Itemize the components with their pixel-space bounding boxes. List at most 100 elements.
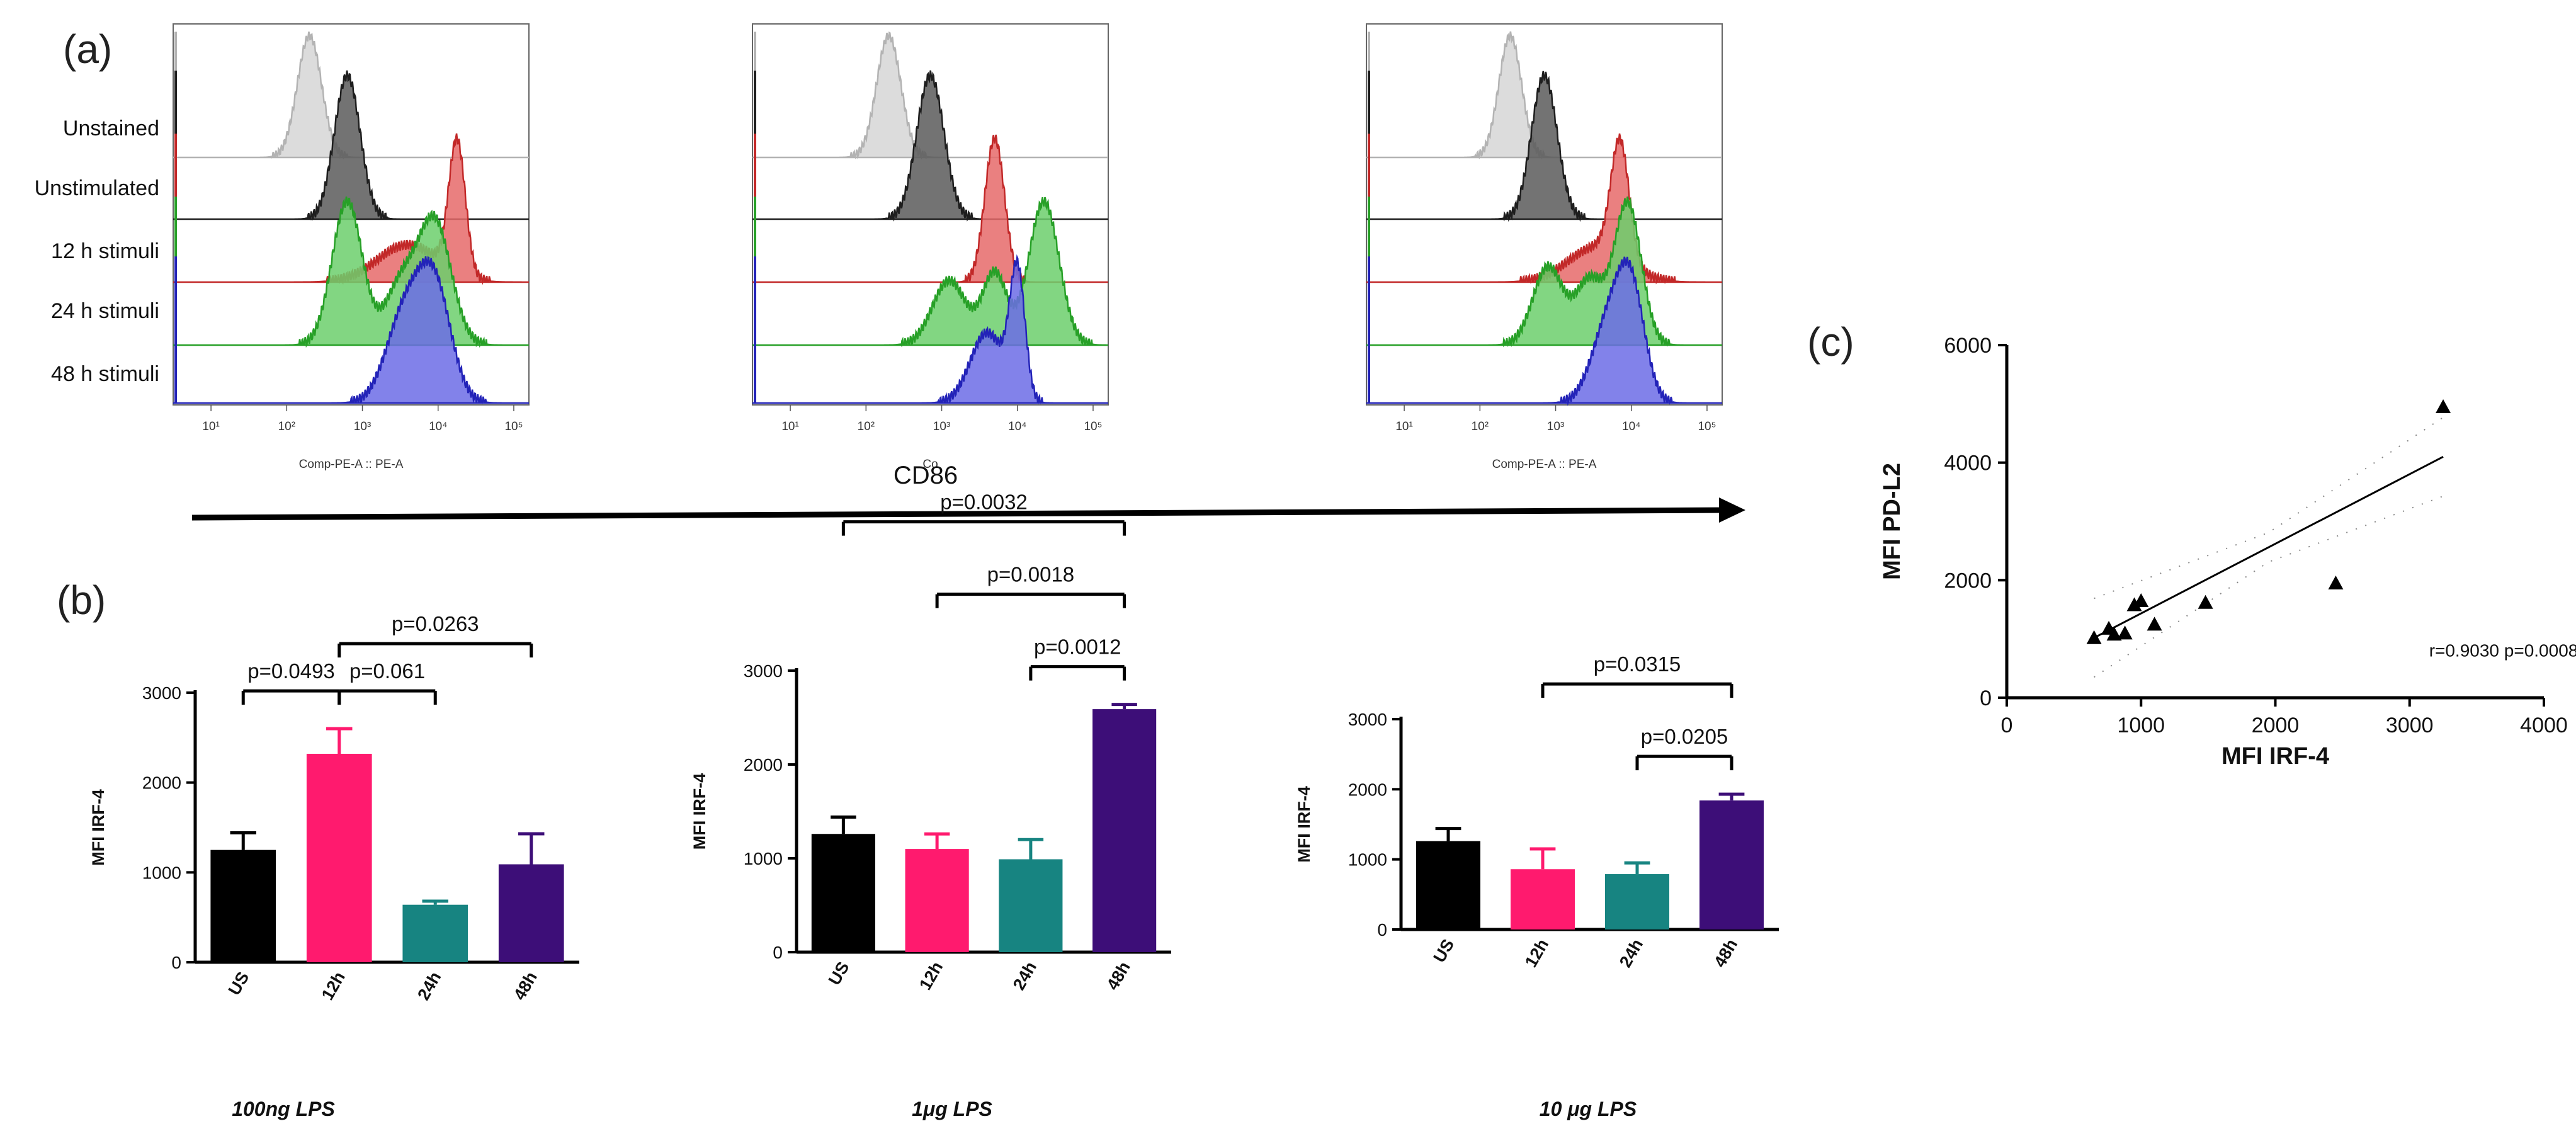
y-tick-label: 0 xyxy=(773,943,783,962)
category-label: 12h xyxy=(1521,936,1552,970)
panel-label-a: (a) xyxy=(63,26,112,72)
x-tick-label: 10⁴ xyxy=(429,420,447,433)
category-label: US xyxy=(225,969,253,998)
bar xyxy=(1511,869,1575,929)
category-label: 24h xyxy=(1009,958,1040,993)
histogram-curve xyxy=(173,70,529,221)
x-tick-label: 1000 xyxy=(2117,713,2165,737)
cd86-label: CD86 xyxy=(894,462,958,489)
bar xyxy=(402,904,468,962)
flow-plot: 10¹ 10² 10³ 10⁴ 10⁵ Co xyxy=(752,23,1109,471)
y-tick-label: 6000 xyxy=(1944,334,1992,358)
x-axis-label: Comp-PE-A :: PE-A xyxy=(1492,458,1597,471)
x-tick-label: 4000 xyxy=(2520,713,2568,737)
data-point xyxy=(2133,593,2149,607)
y-axis-label: MFI IRF-4 xyxy=(89,789,108,866)
category-label: US xyxy=(825,958,853,988)
arrow-line xyxy=(191,507,1726,521)
y-tick-label: 1000 xyxy=(142,863,181,882)
bar xyxy=(1699,800,1764,929)
regression-line xyxy=(2093,456,2444,639)
flow-plot-frame xyxy=(1366,23,1723,406)
category-label: 12h xyxy=(318,969,349,1003)
panel-label-c: (c) xyxy=(1807,319,1854,365)
category-label: 48h xyxy=(1103,958,1134,993)
confidence-band xyxy=(2094,416,2444,600)
y-tick-label: 4000 xyxy=(1944,452,1992,475)
x-tick-label: 10¹ xyxy=(202,420,219,433)
correlation-annotation: r=0.9030 p=0.0008 xyxy=(2429,641,2576,661)
x-tick-label: 2000 xyxy=(2252,713,2300,737)
p-value-label: p=0.0315 xyxy=(1594,652,1681,676)
y-tick-label: 2000 xyxy=(1348,780,1387,799)
bar xyxy=(811,834,875,952)
row-label: Unstained xyxy=(63,117,159,140)
category-label: 48h xyxy=(510,969,541,1003)
flow-plot-frame xyxy=(752,23,1109,406)
x-tick-label: 10² xyxy=(858,420,875,433)
scatter-chart: 0 2000 4000 6000 0 1000 2000 3000 4000 MFI IRF-4 M… xyxy=(1879,334,2576,770)
panel-label-b: (b) xyxy=(57,577,106,623)
histogram-curve xyxy=(1366,256,1722,406)
bar xyxy=(1092,709,1157,952)
data-point xyxy=(2126,597,2142,611)
data-point xyxy=(2198,594,2213,609)
x-tick-label: 10⁵ xyxy=(1084,420,1102,433)
x-tick-label: 10³ xyxy=(354,420,371,433)
x-tick-label: 10¹ xyxy=(1395,420,1412,433)
data-point xyxy=(2117,625,2133,640)
bar xyxy=(210,850,276,962)
bar xyxy=(306,754,372,962)
histogram-curve xyxy=(173,256,529,404)
p-value-label: p=0.0032 xyxy=(940,491,1028,514)
x-axis-label: Comp-PE-A :: PE-A xyxy=(299,458,404,471)
y-tick-label: 2000 xyxy=(142,773,181,793)
data-point xyxy=(2106,627,2122,641)
arrow-head xyxy=(1719,497,1745,523)
bar xyxy=(999,859,1063,952)
data-point xyxy=(2086,630,2102,644)
x-tick-label: 10⁴ xyxy=(1008,420,1026,433)
histogram-curve xyxy=(752,254,1108,404)
y-axis-label: MFI PD-L2 xyxy=(1879,463,1905,580)
x-tick-label: 10³ xyxy=(1547,420,1564,433)
y-tick-label: 1000 xyxy=(1348,850,1387,870)
lps-dose-label: 100ng LPS xyxy=(232,1098,335,1120)
bar-chart: 0 1000 2000 3000 MFI IRF-4 US 12h 24h 48h p=0.049… xyxy=(89,612,579,1120)
p-value-label: p=0.0263 xyxy=(392,612,479,635)
bar xyxy=(1416,841,1480,929)
row-label: 48 h stimuli xyxy=(51,362,159,386)
row-label: 24 h stimuli xyxy=(51,299,159,323)
bar xyxy=(498,864,564,962)
histogram-curve xyxy=(1366,71,1722,222)
x-tick-label: 10³ xyxy=(933,420,950,433)
data-point xyxy=(2328,576,2344,589)
y-tick-label: 0 xyxy=(1980,686,1992,710)
x-tick-label: 10² xyxy=(1472,420,1489,433)
x-axis-label: Co xyxy=(922,458,938,471)
x-tick-label: 10⁴ xyxy=(1622,420,1640,433)
y-axis-label: MFI IRF-4 xyxy=(690,773,709,850)
flow-plot-frame xyxy=(173,23,530,406)
histogram-curve xyxy=(752,70,1108,222)
p-value-label: p=0.0493 xyxy=(247,659,335,683)
x-tick-label: 3000 xyxy=(2386,713,2434,737)
category-label: 24h xyxy=(414,969,445,1003)
x-tick-label: 0 xyxy=(2001,713,2013,737)
row-label: Unstimulated xyxy=(35,176,159,200)
bar-chart: 0 1000 2000 3000 MFI IRF-4 US 12h 24h 48h p=0.020… xyxy=(1295,652,1779,1120)
p-value-label: p=0.061 xyxy=(349,659,425,683)
data-point xyxy=(2436,399,2451,413)
category-label: 24h xyxy=(1616,936,1647,970)
x-tick-label: 10² xyxy=(278,420,295,433)
bar xyxy=(905,849,969,952)
y-tick-label: 0 xyxy=(1377,920,1387,940)
y-tick-label: 3000 xyxy=(744,661,783,681)
y-tick-label: 1000 xyxy=(744,849,783,868)
confidence-band xyxy=(2094,495,2444,678)
x-tick-label: 10⁵ xyxy=(504,420,523,433)
category-label: 12h xyxy=(916,958,946,993)
y-tick-label: 3000 xyxy=(1348,710,1387,729)
